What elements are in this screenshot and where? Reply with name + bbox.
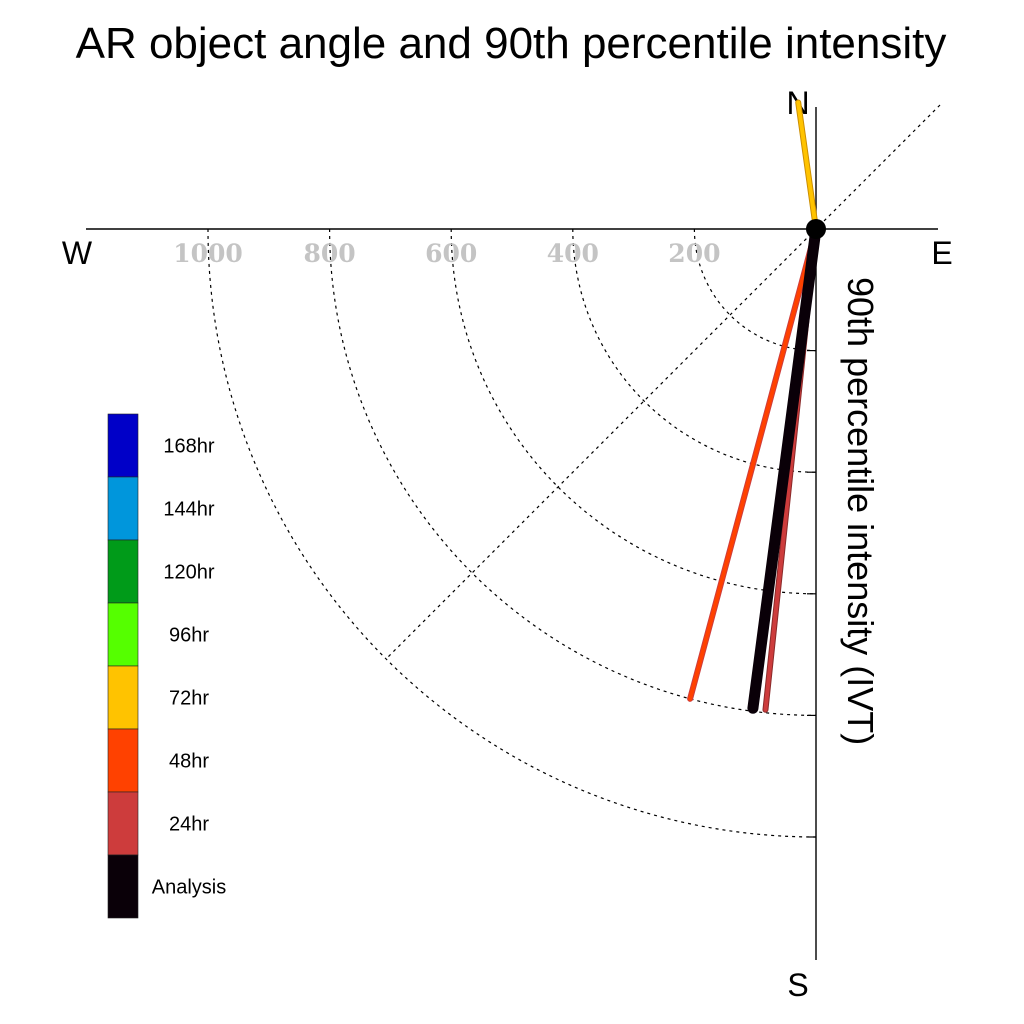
- compass-east-label: E: [931, 235, 952, 271]
- origin-marker: [806, 219, 826, 239]
- vector-48hr: [688, 227, 818, 701]
- legend-swatch: [107, 854, 139, 919]
- radial-ring: [207, 228, 817, 838]
- legend-label: 96hr: [169, 625, 209, 647]
- vector-72hr: [796, 100, 818, 231]
- radial-tick-label: 1000: [173, 239, 243, 268]
- vector-analysis: [748, 224, 821, 713]
- legend: 168hr 144hr 120hr 96hr 72hr 48hr 24hr Analysis: [107, 413, 226, 919]
- legend-swatch: [107, 791, 139, 856]
- legend-label: 72hr: [169, 688, 209, 710]
- radial-ring: [450, 228, 817, 595]
- radial-tick-label: 600: [425, 239, 477, 268]
- diagonal-reference-line: [386, 104, 941, 659]
- y-axis-label: 90th percentile intensity (IVT): [840, 277, 881, 745]
- legend-swatch: [107, 539, 139, 604]
- chart-title: AR object angle and 90th percentile inte…: [76, 19, 947, 68]
- compass-south-label: S: [787, 967, 808, 1003]
- legend-swatch: [107, 728, 139, 793]
- radial-ring: [572, 228, 817, 473]
- legend-label: 24hr: [169, 814, 209, 836]
- legend-label: 48hr: [169, 751, 209, 773]
- vector-series: [687, 99, 822, 714]
- legend-label: 120hr: [163, 562, 214, 584]
- radial-tick-label: 400: [547, 239, 599, 268]
- legend-swatch: [107, 602, 139, 667]
- radial-tick-labels: 200 400 600 800 1000: [173, 239, 720, 268]
- radial-rings: [207, 228, 817, 838]
- compass-west-label: W: [62, 235, 93, 271]
- legend-swatch: [107, 476, 139, 541]
- legend-swatch: [107, 413, 139, 478]
- legend-label: 144hr: [163, 499, 214, 521]
- legend-label: 168hr: [163, 436, 214, 458]
- radial-tick-label: 200: [668, 239, 720, 268]
- legend-label: Analysis: [152, 877, 226, 899]
- legend-swatch: [107, 665, 139, 730]
- radial-tick-label: 800: [304, 239, 356, 268]
